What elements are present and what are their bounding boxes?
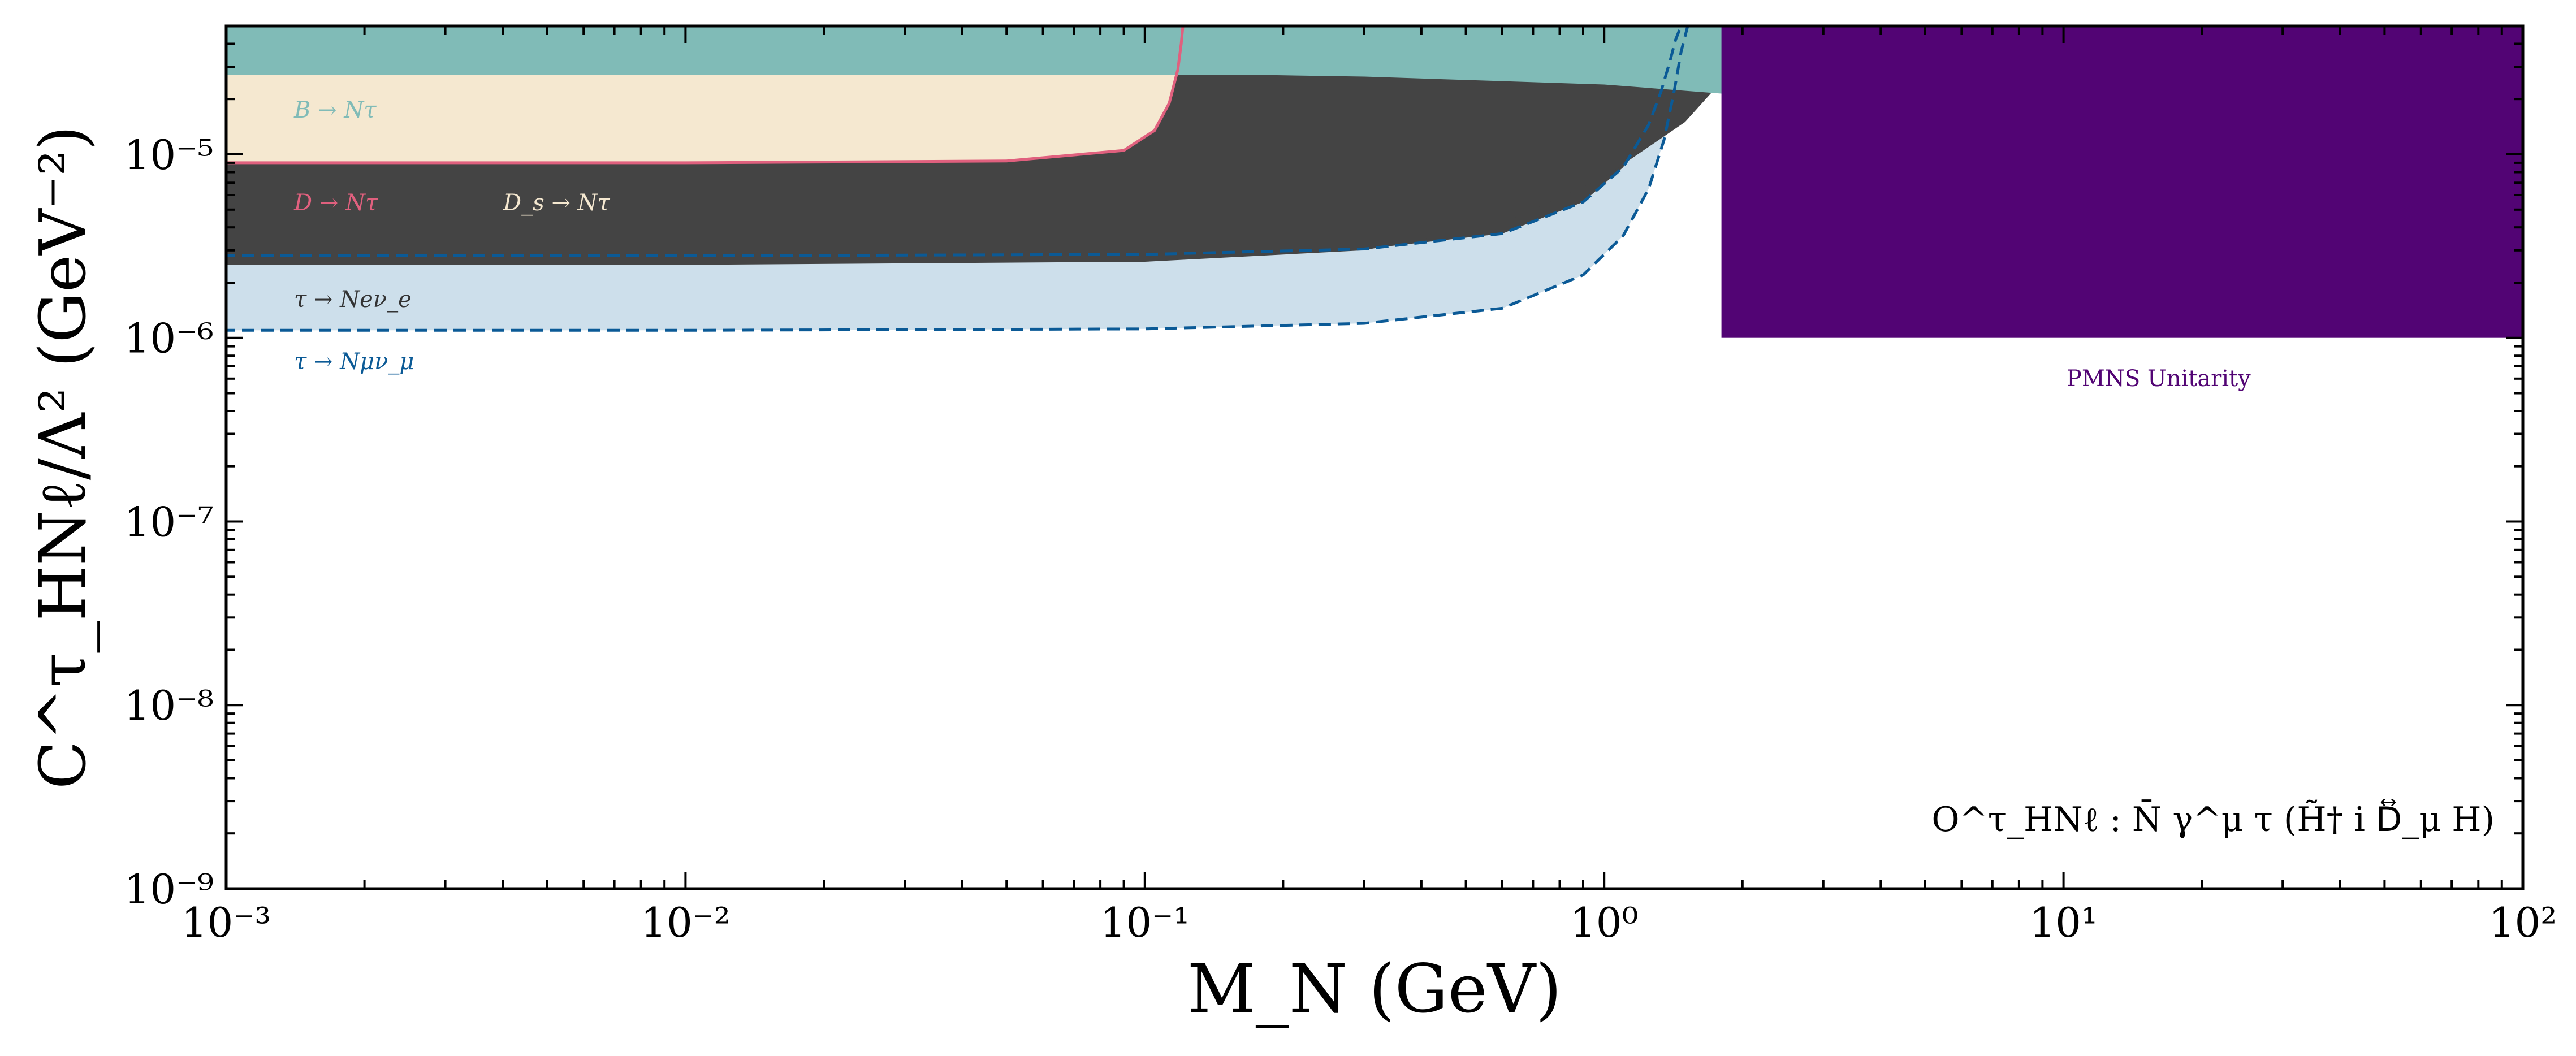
region-label-tau-to-n-e-nu: τ → Neν_e bbox=[294, 287, 412, 313]
y-tick-label: 10⁻⁵ bbox=[124, 131, 214, 179]
y-tick-label: 10⁻⁹ bbox=[124, 865, 214, 913]
x-tick-label: 10⁻² bbox=[641, 899, 730, 946]
x-tick-label: 10⁰ bbox=[1570, 899, 1638, 946]
x-tick-label: 10⁻³ bbox=[181, 899, 271, 946]
boundary-n bbox=[226, 26, 1689, 332]
tick-labels: 10⁻³ 10⁻² 10⁻¹ 10⁰ 10¹ 10² 10⁻⁹ 10⁻⁸ 10⁻⁷ 10⁻⁶ 10⁻… bbox=[124, 131, 2557, 946]
region-label-d-to-n-tau: D → Nτ bbox=[293, 190, 378, 216]
plot-frame bbox=[224, 24, 2525, 890]
y-axis-title: C^τ_HNℓ/Λ² (GeV⁻²) bbox=[27, 125, 100, 789]
y-tick-label: 10⁻⁷ bbox=[124, 499, 214, 546]
x-tick-label: 10² bbox=[2489, 899, 2557, 946]
boundary-ne-e bbox=[226, 26, 1683, 257]
x-axis-title: M_N (GeV) bbox=[1187, 950, 1562, 1028]
exclusion-regions bbox=[226, 26, 2523, 338]
axis-ticks bbox=[225, 26, 2524, 890]
x-tick-label: 10¹ bbox=[2029, 899, 2097, 946]
region-label-tau-to-n-mu-nu: τ → Nμν_μ bbox=[294, 349, 414, 375]
region-label-b-to-n-tau: B → Nτ bbox=[293, 97, 377, 123]
operator-annotation: O^τ_HNℓ : N̄ γ^μ τ (H̃† i D⃡_μ H) bbox=[1931, 799, 2495, 839]
region-pmns-unitarity bbox=[1721, 26, 2523, 338]
boundary-d-to-n-tau bbox=[226, 26, 1185, 165]
x-tick-label: 10⁻¹ bbox=[1100, 899, 1190, 946]
region-label-ds-to-n-tau: D_s → Nτ bbox=[503, 190, 611, 216]
region-b-to-n-tau bbox=[226, 26, 1857, 101]
y-tick-label: 10⁻⁶ bbox=[124, 315, 214, 362]
region-label-pmns-unitarity: PMNS Unitarity bbox=[2067, 366, 2251, 392]
y-tick-label: 10⁻⁸ bbox=[124, 682, 214, 729]
